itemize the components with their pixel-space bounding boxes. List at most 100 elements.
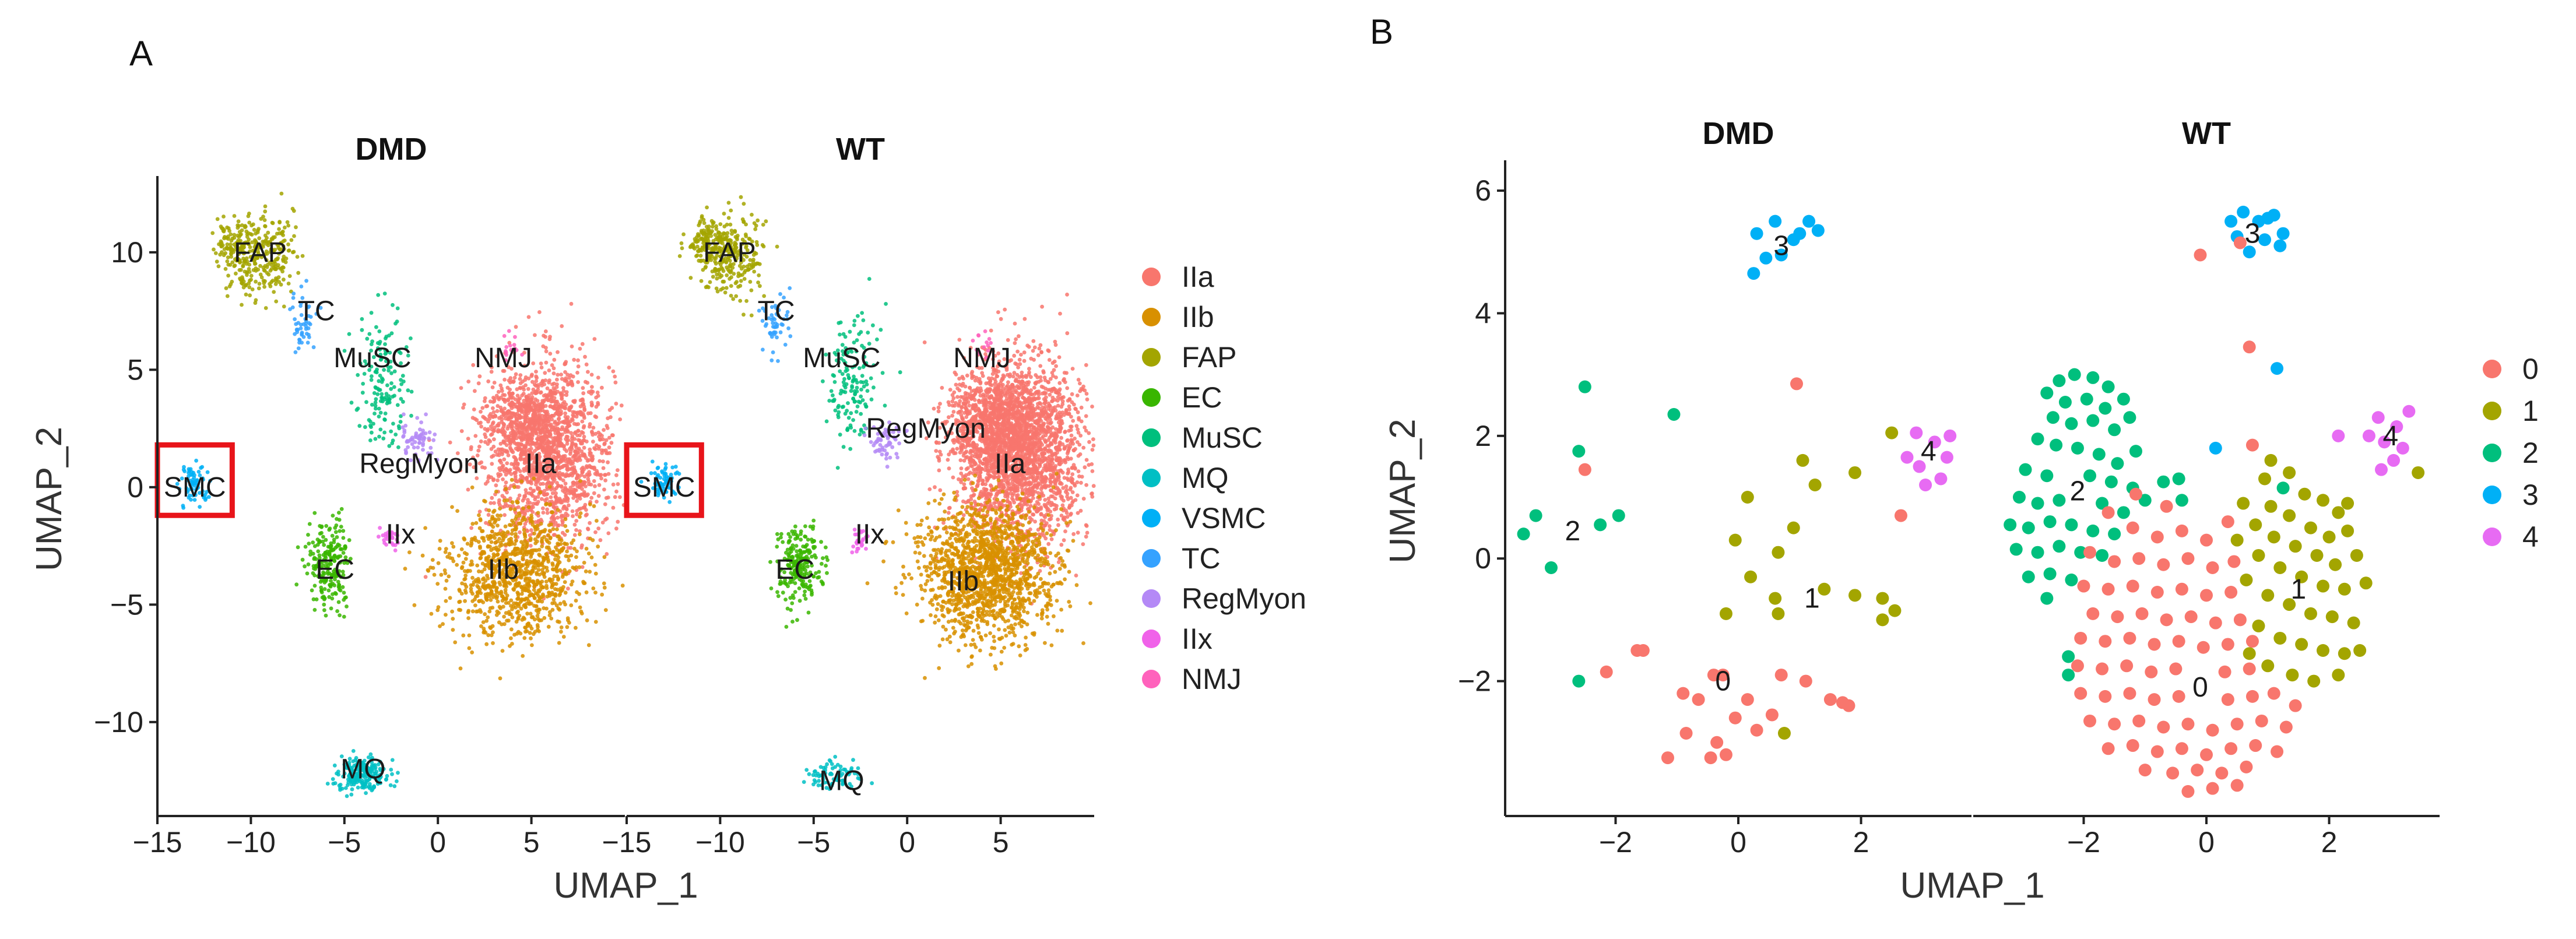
cell-point	[589, 496, 593, 500]
cell-point	[565, 466, 570, 470]
cell-point	[554, 495, 558, 499]
cell-point	[390, 331, 394, 335]
cell-point	[507, 618, 511, 623]
cell-point	[490, 462, 494, 466]
cell-point	[533, 548, 537, 553]
cell-point	[426, 569, 430, 573]
cell-point	[525, 611, 529, 616]
cell-point	[537, 310, 542, 314]
cell-point	[525, 417, 529, 421]
cell-point	[382, 431, 386, 435]
cell-point	[508, 644, 512, 648]
cell-point	[543, 378, 547, 382]
cell-point	[355, 408, 359, 412]
cell-point	[519, 576, 523, 580]
cell-point	[588, 502, 592, 507]
cell-point	[458, 600, 462, 604]
cell-point	[481, 578, 485, 582]
cell-point	[290, 238, 294, 242]
cell-point	[537, 532, 542, 536]
facet-title: DMD	[356, 132, 427, 167]
cell-point	[483, 500, 487, 504]
cell-point	[335, 535, 339, 539]
cell-point	[555, 378, 559, 382]
cell-point	[570, 554, 574, 558]
cell-point	[520, 410, 524, 414]
cell-point	[381, 399, 385, 403]
cell-point	[487, 414, 491, 418]
cell-point	[534, 370, 538, 374]
cell-point	[576, 358, 580, 363]
cell-point	[487, 476, 491, 480]
cell-point	[571, 579, 575, 583]
cell-point	[363, 425, 367, 429]
cell-point	[493, 536, 497, 540]
cell-point	[600, 593, 604, 597]
cell-point	[581, 470, 585, 474]
cell-point	[240, 278, 244, 282]
cell-point	[465, 569, 469, 574]
cell-point	[557, 417, 561, 421]
cell-point	[514, 325, 518, 329]
cell-point	[370, 403, 374, 407]
cell-point	[496, 472, 500, 476]
cell-point	[514, 458, 518, 462]
cell-point	[430, 612, 434, 616]
cell-point	[571, 509, 575, 514]
cell-point	[553, 391, 557, 395]
cell-point	[387, 444, 391, 448]
cell-point	[501, 599, 505, 603]
cell-point	[262, 282, 266, 286]
cell-point	[525, 544, 529, 548]
cell-point	[588, 448, 592, 452]
cell-point	[1013, 322, 1017, 326]
cell-point	[455, 563, 459, 567]
cell-point	[584, 569, 588, 574]
cell-point	[593, 563, 598, 567]
cell-point	[501, 595, 505, 599]
cell-point	[545, 417, 549, 421]
cell-point	[548, 613, 552, 617]
cell-point	[387, 394, 391, 398]
cell-point	[495, 547, 499, 551]
cell-point	[322, 596, 326, 600]
cell-point	[545, 586, 549, 590]
cell-point	[498, 606, 502, 610]
cell-point	[521, 416, 525, 420]
cell-point	[548, 335, 552, 339]
cell-point	[596, 526, 600, 530]
cell-point	[237, 219, 241, 223]
cell-point	[605, 496, 609, 500]
cell-point	[377, 414, 381, 418]
cell-point	[607, 472, 611, 476]
cell-point	[391, 395, 395, 399]
cell-point	[564, 517, 568, 521]
cell-point	[391, 303, 395, 307]
cell-point	[580, 430, 584, 434]
cell-point	[389, 783, 393, 787]
cell-point	[331, 514, 335, 518]
cell-point	[319, 586, 323, 590]
cell-point	[419, 420, 423, 424]
cell-point	[1018, 362, 1022, 366]
cell-point	[556, 578, 560, 582]
cell-point	[286, 220, 290, 224]
cell-point	[1085, 531, 1090, 535]
cell-point	[565, 625, 570, 629]
cell-point	[326, 782, 330, 786]
cell-point	[569, 450, 573, 454]
cell-point	[556, 508, 560, 512]
cell-point	[562, 406, 566, 410]
cell-point	[590, 431, 594, 435]
cell-point	[523, 629, 528, 634]
cell-point	[522, 405, 526, 409]
cell-point	[526, 480, 530, 484]
cell-point	[569, 603, 573, 607]
cell-point	[459, 386, 463, 390]
cell-point	[571, 399, 575, 403]
cell-point	[342, 615, 346, 619]
cell-point	[451, 617, 455, 621]
cell-point	[586, 527, 590, 531]
cell-point	[460, 566, 464, 570]
cell-point	[522, 392, 526, 396]
